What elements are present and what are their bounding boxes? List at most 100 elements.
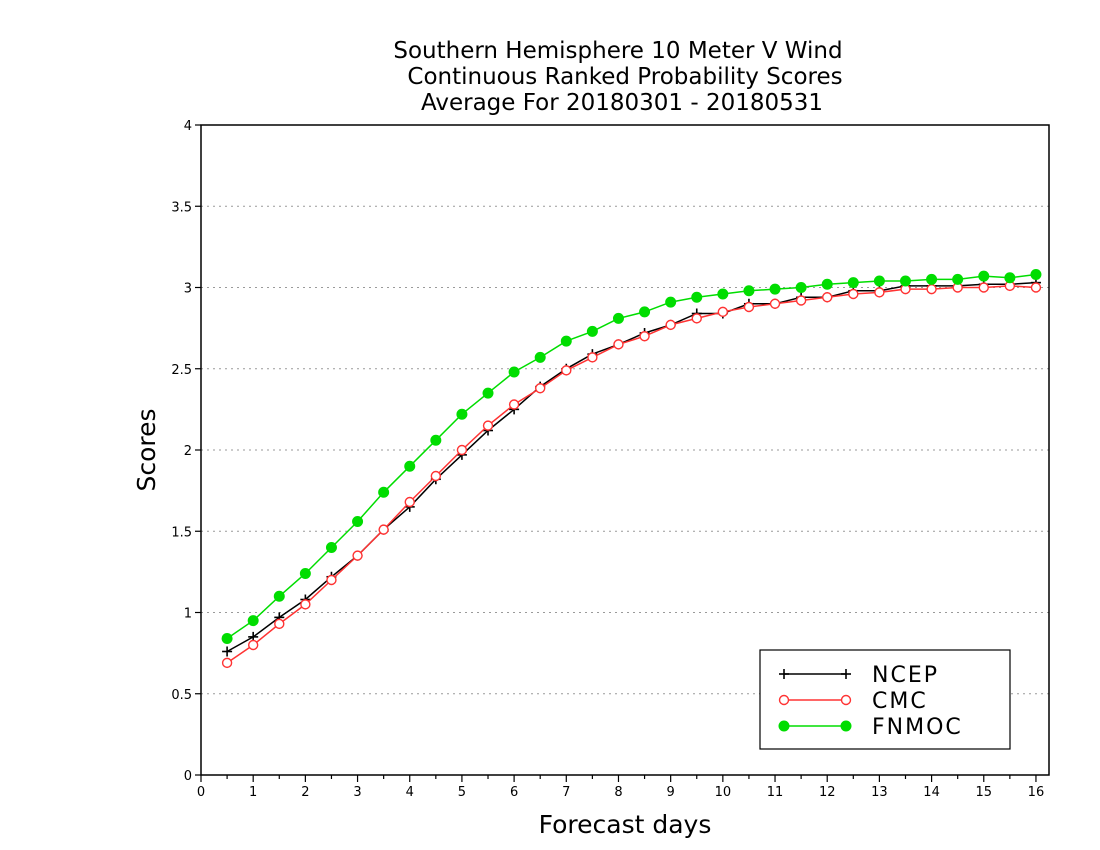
fnmoc-point [430, 434, 442, 446]
fnmoc-point [873, 275, 885, 287]
ncep-point [222, 646, 233, 657]
cmc-point [1030, 282, 1042, 293]
y-tick-label: 0 [184, 769, 192, 784]
x-tick-label: 0 [197, 785, 205, 800]
cmc-point [508, 399, 520, 410]
y-tick-label: 0.5 [171, 688, 192, 703]
fnmoc-point [221, 633, 233, 644]
fnmoc-point [325, 542, 337, 553]
cmc-point [769, 298, 781, 309]
fnmoc-point [534, 351, 546, 363]
chart-title: Southern Hemisphere 10 Meter V Wind Cont… [393, 38, 842, 116]
y-tick-label: 2 [184, 444, 192, 459]
ncep-line [226, 281, 1037, 653]
fnmoc-point [247, 615, 259, 627]
x-tick-label: 13 [871, 785, 888, 800]
x-tick-label: 5 [458, 785, 466, 800]
x-tick-label: 2 [301, 785, 309, 800]
series-ncep [222, 277, 1041, 657]
fnmoc-line [226, 273, 1037, 640]
series-cmc [221, 280, 1042, 669]
fnmoc-point [821, 278, 833, 290]
cmc-point [926, 283, 937, 295]
x-tick-label: 11 [767, 785, 784, 800]
legend-marker [778, 694, 790, 706]
cmc-point [587, 352, 598, 363]
fnmoc-point [717, 288, 729, 300]
cmc-point [848, 288, 859, 300]
cmc-point [717, 306, 729, 318]
cmc-point [221, 657, 233, 669]
fnmoc-point [795, 282, 807, 293]
legend-item-ncep: NCEP [779, 663, 939, 688]
fnmoc-point [273, 590, 285, 602]
cmc-point [613, 339, 624, 350]
y-tick-label: 3 [184, 282, 192, 297]
cmc-point [535, 383, 546, 394]
series-layer [221, 269, 1042, 669]
fnmoc-point [482, 387, 494, 399]
legend-label-cmc: CMC [872, 689, 928, 714]
fnmoc-point [691, 291, 703, 303]
fnmoc-point [352, 516, 364, 527]
cmc-point [874, 287, 885, 298]
y-tick-label: 1 [184, 607, 192, 622]
legend-label-ncep: NCEP [872, 663, 939, 688]
cmc-point [300, 599, 311, 610]
fnmoc-point [456, 408, 468, 420]
x-tick-label: 12 [819, 785, 836, 800]
fnmoc-point [847, 277, 859, 289]
cmc-point [456, 444, 468, 456]
x-tick-label: 3 [353, 785, 361, 800]
x-tick-label: 1 [249, 785, 257, 800]
cmc-point [665, 319, 676, 331]
cmc-point [404, 496, 415, 508]
x-axis-label: Forecast days [539, 810, 712, 839]
x-tick-label: 9 [667, 785, 675, 800]
y-axis-label: Scores [132, 408, 161, 491]
x-tick-label: 7 [562, 785, 570, 800]
y-tick-label: 2.5 [171, 363, 192, 378]
legend-label-fnmoc: FNMOC [872, 715, 963, 740]
fnmoc-point [612, 312, 624, 324]
cmc-point [978, 282, 989, 293]
fnmoc-point [378, 486, 390, 498]
fnmoc-point [899, 275, 911, 287]
fnmoc-point [1030, 269, 1042, 280]
legend-marker [841, 669, 851, 679]
fnmoc-point [665, 296, 677, 308]
y-tick-label: 1.5 [171, 525, 192, 540]
fnmoc-point [639, 306, 651, 318]
cmc-point [274, 618, 285, 630]
cmc-point [247, 639, 259, 651]
title-line-3: Average For 20180301 - 20180531 [421, 90, 823, 116]
fnmoc-point [586, 325, 598, 337]
axis-ticks: 00.511.522.533.540 1 2 3 4 5 6 7 8 9 10 11 12 13 14 15 1… [171, 119, 1044, 800]
legend-marker [840, 720, 852, 732]
fnmoc-point [508, 366, 520, 378]
x-tick-label: 16 [1028, 785, 1045, 800]
legend-item-fnmoc: FNMOC [778, 715, 963, 740]
cmc-point [639, 331, 650, 342]
x-tick-label: 14 [923, 785, 940, 800]
cmc-point [795, 295, 807, 306]
x-tick-label: 15 [975, 785, 992, 800]
fnmoc-point [560, 335, 572, 347]
x-tick-label: 8 [614, 785, 622, 800]
cmc-point [482, 420, 494, 431]
cmc-point [743, 301, 755, 313]
series-fnmoc [221, 269, 1042, 644]
legend-marker [840, 694, 852, 706]
fnmoc-point [978, 270, 990, 282]
fnmoc-point [926, 273, 938, 285]
y-tick-label: 3.5 [171, 200, 192, 215]
cmc-point [561, 365, 572, 376]
cmc-line [226, 285, 1037, 664]
fnmoc-point [1004, 272, 1016, 284]
x-tick-label: 4 [406, 785, 414, 800]
legend-marker [778, 720, 790, 732]
cmc-point [822, 292, 833, 303]
fnmoc-point [299, 568, 311, 579]
